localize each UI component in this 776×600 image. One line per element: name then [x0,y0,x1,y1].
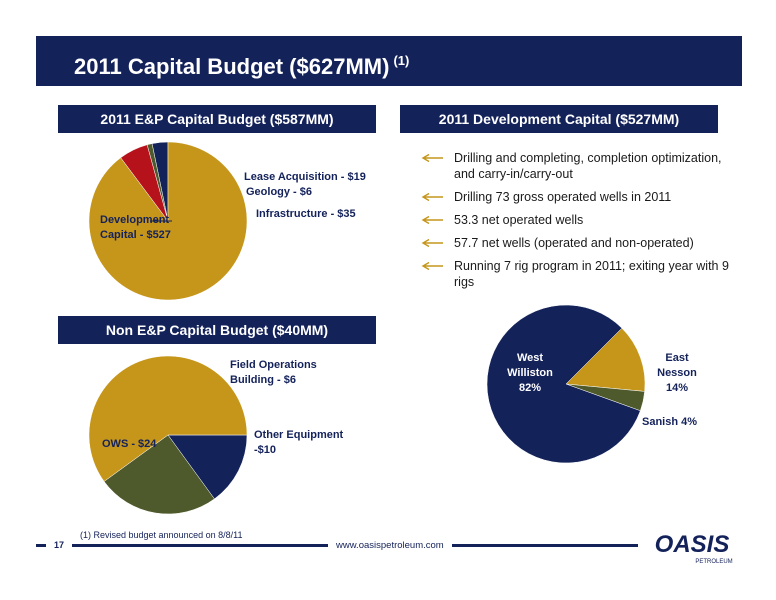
label-other-equipment: Other Equipment -$10 [254,429,344,456]
website-link[interactable]: www.oasispetroleum.com [336,540,444,551]
bullet-item: Drilling and completing, completion opti… [420,150,740,182]
pie-slice [88,355,248,482]
label-infrastructure: Infrastructure - $35 [256,208,356,220]
arrow-bullet-icon [421,215,443,225]
pie-slice [565,327,646,392]
arrow-bullet-icon [421,153,443,163]
oasis-petroleum-logo: OASIS PETROLEUM [655,531,733,565]
footer-line-left [36,544,46,547]
pie-slice [103,434,215,515]
arrow-bullet-icon [421,261,443,271]
footer-line-middle [72,544,328,547]
dev-capital-header: 2011 Development Capital ($527MM) [400,105,718,133]
label-lease-acquisition: Lease Acquisition - $19 [244,171,366,183]
development-bullets: Drilling and completing, completion opti… [420,150,740,297]
dev-capital-pie [486,304,646,464]
footnote: (1) Revised budget announced on 8/8/11 [80,530,243,540]
title-footnote-marker: (1) [393,53,410,68]
non-ep-capital-header: Non E&P Capital Budget ($40MM) [58,316,376,344]
pie-slice [486,304,641,464]
ep-capital-header: 2011 E&P Capital Budget ($587MM) [58,105,376,133]
page-number: 17 [54,540,65,550]
pie-slice [167,434,248,500]
label-geology: Geology - $6 [246,186,313,198]
non-ep-capital-pie [88,355,248,515]
arrow-bullet-icon [421,192,443,202]
label-field-operations: Field Operations Building - $6 [230,359,317,386]
label-ows: OWS - $24 [102,438,157,450]
svg-text:OASIS: OASIS [655,531,730,558]
title-bar [36,36,742,86]
bullet-item: 57.7 net wells (operated and non-operate… [420,235,740,251]
bullet-item: 53.3 net operated wells [420,212,740,228]
label-east-nesson: East Nesson 14% [657,352,697,394]
label-development-capital: Development Capital - $527 [100,214,171,241]
bullet-item: Running 7 rig program in 2011; exiting y… [420,258,740,290]
svg-text:PETROLEUM: PETROLEUM [695,559,732,565]
arrow-bullet-icon [421,238,443,248]
footer-line-right [452,544,638,547]
bullet-item: Drilling 73 gross operated wells in 2011 [420,189,740,205]
label-sanish: Sanish 4% [642,416,698,428]
page-title: 2011 Capital Budget ($627MM) (1) [74,53,410,79]
label-west-williston: West Williston 82% [507,352,553,394]
